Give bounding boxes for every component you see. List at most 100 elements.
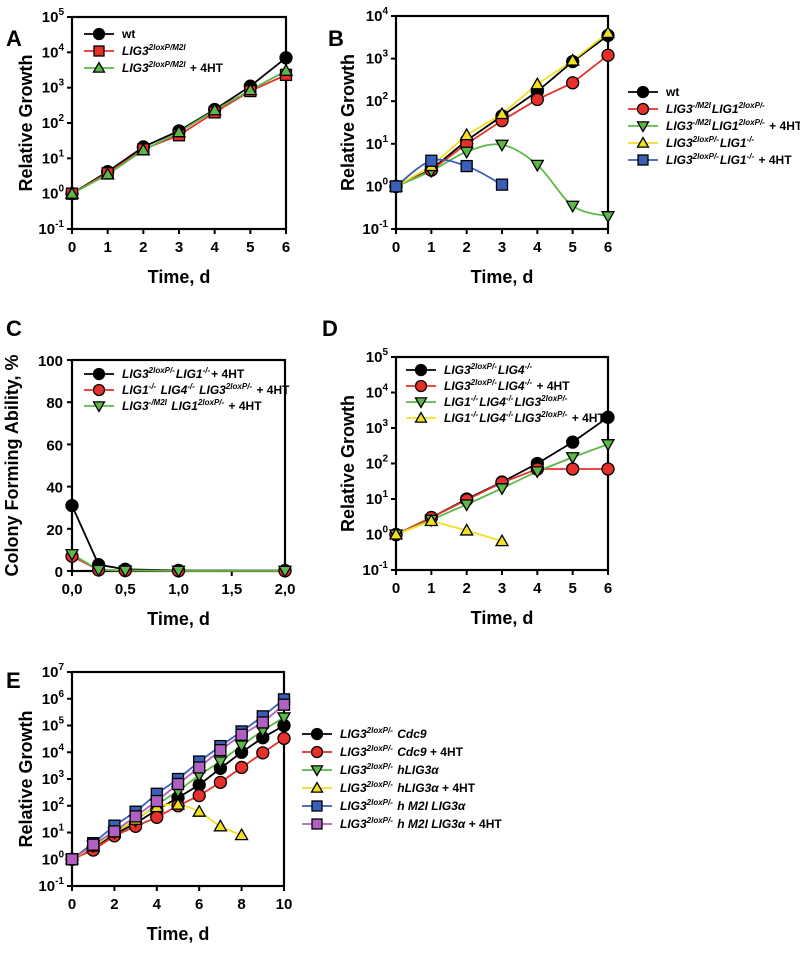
data-point — [530, 466, 545, 479]
legend-marker — [311, 818, 323, 830]
legend-label: LIG3-/M2I LIG12loxP/- + 4HT — [122, 398, 262, 413]
data-point — [425, 154, 438, 167]
x-tick-label: 0 — [68, 239, 76, 256]
y-tick-label: 101 — [42, 148, 65, 167]
x-tick-label: 1 — [427, 239, 435, 256]
legend-label: LIG32loxP/- Cdc9 + 4HT — [340, 744, 464, 759]
y-tick-label: 102 — [42, 113, 65, 132]
y-tick-label: 102 — [42, 796, 65, 815]
x-axis-label: Time, d — [147, 924, 210, 944]
x-tick-label: 4 — [210, 239, 219, 256]
y-tick-label: 100 — [366, 176, 389, 195]
y-tick-label: 105 — [42, 716, 65, 735]
x-tick-label: 1 — [427, 580, 435, 597]
data-point — [171, 124, 187, 138]
data-point — [91, 564, 106, 578]
panel-letter: C — [6, 316, 22, 341]
legend-marker — [92, 27, 106, 41]
y-tick-label: 0 — [55, 564, 63, 581]
data-point — [277, 565, 293, 579]
x-tick-label: 5 — [568, 580, 576, 597]
data-point — [565, 200, 580, 214]
data-point — [600, 25, 616, 39]
data-point — [530, 76, 545, 90]
data-point — [601, 462, 615, 476]
data-point — [565, 53, 580, 66]
panel-A: A 10-1 100 101 102 103 104 105 0 1 2 3 4 5 6 Time, d Rel… — [6, 7, 294, 287]
panel-letter: B — [328, 26, 344, 51]
legend-label: LIG32loxP/M2I + 4HT — [122, 60, 224, 75]
legend-marker — [310, 727, 324, 741]
data-point — [64, 186, 80, 199]
x-tick-label: 5 — [246, 239, 254, 256]
legend-marker — [310, 765, 324, 777]
data-point — [108, 825, 121, 838]
legend-label: LIG32loxP/- LIG1-/- — [666, 135, 755, 150]
legend-label: LIG32loxP/- hLIG3α — [340, 762, 439, 777]
data-point — [494, 139, 510, 153]
y-tick-label: 104 — [366, 6, 389, 25]
y-tick-label: 60 — [46, 437, 63, 454]
x-tick-label: 0 — [68, 896, 76, 913]
y-tick-label: 100 — [42, 849, 65, 868]
legend-label: LIG32loxP/- hLIG3α + 4HT — [340, 780, 476, 795]
data-point — [213, 756, 228, 769]
data-point — [170, 797, 186, 810]
data-point — [530, 159, 545, 173]
x-axis-label: Time, d — [148, 267, 211, 287]
y-tick-label: 106 — [42, 689, 65, 708]
y-tick-label: 104 — [42, 742, 65, 761]
y-tick-label: 105 — [366, 347, 389, 366]
x-tick-label: 4 — [153, 896, 162, 913]
legend-marker — [310, 781, 324, 793]
data-point — [64, 548, 80, 562]
x-tick-label: 10 — [276, 896, 293, 913]
x-tick-label: 6 — [282, 239, 290, 256]
data-point — [129, 810, 142, 823]
x-tick-label: 0 — [392, 239, 400, 256]
y-axis-label: Relative Growth — [16, 54, 36, 191]
data-point — [494, 533, 510, 547]
data-point — [494, 483, 510, 496]
data-point — [207, 102, 222, 116]
y-tick-label: 101 — [366, 134, 389, 153]
x-tick-label: 4 — [533, 239, 542, 256]
legend-label: LIG1-/- LIG4-/- LIG32loxP/- + 4HT — [122, 382, 290, 397]
y-tick-label: 103 — [366, 418, 389, 437]
x-tick-label: 2 — [110, 896, 118, 913]
legend-label: LIG32loxP/- Cdc9 — [340, 726, 427, 741]
data-point — [276, 712, 292, 725]
x-tick-label: 3 — [498, 239, 506, 256]
legend-label: LIG1-/- LIG4-/- LIG32loxP/- + 4HT — [444, 410, 605, 425]
y-axis-label: Colony Forming Ability, % — [2, 355, 22, 577]
data-point — [600, 439, 616, 452]
legend-label: LIG3-/M2I LIG12loxP/- + 4HT — [666, 118, 800, 133]
y-tick-label: 102 — [366, 454, 389, 473]
y-tick-label: 105 — [42, 7, 65, 26]
y-tick-label: 100 — [38, 353, 63, 370]
data-point — [459, 146, 474, 160]
y-tick-label: 10-1 — [362, 560, 388, 579]
data-point — [530, 92, 544, 107]
data-point — [459, 523, 474, 536]
legend-marker — [636, 121, 650, 133]
data-point — [601, 48, 615, 62]
x-tick-label: 6 — [195, 896, 203, 913]
data-point — [566, 462, 580, 476]
panel-C: C 0 20 40 60 80 100 0,0 0,5 1,0 1,5 2,0 Time, d Colon… — [2, 316, 295, 629]
data-point — [171, 565, 186, 579]
legend-marker — [92, 61, 106, 73]
data-point — [234, 827, 249, 841]
x-axis-label: Time, d — [471, 608, 534, 628]
y-tick-label: 102 — [366, 91, 389, 110]
x-tick-label: 2 — [462, 580, 470, 597]
data-point — [65, 498, 79, 513]
data-point — [459, 127, 474, 141]
y-tick-label: 100 — [366, 525, 389, 544]
data-point — [495, 178, 509, 191]
y-tick-label: 10-1 — [38, 219, 64, 238]
data-point — [494, 106, 510, 120]
legend-label: wt — [121, 27, 135, 41]
x-tick-label: 1,0 — [168, 581, 189, 598]
